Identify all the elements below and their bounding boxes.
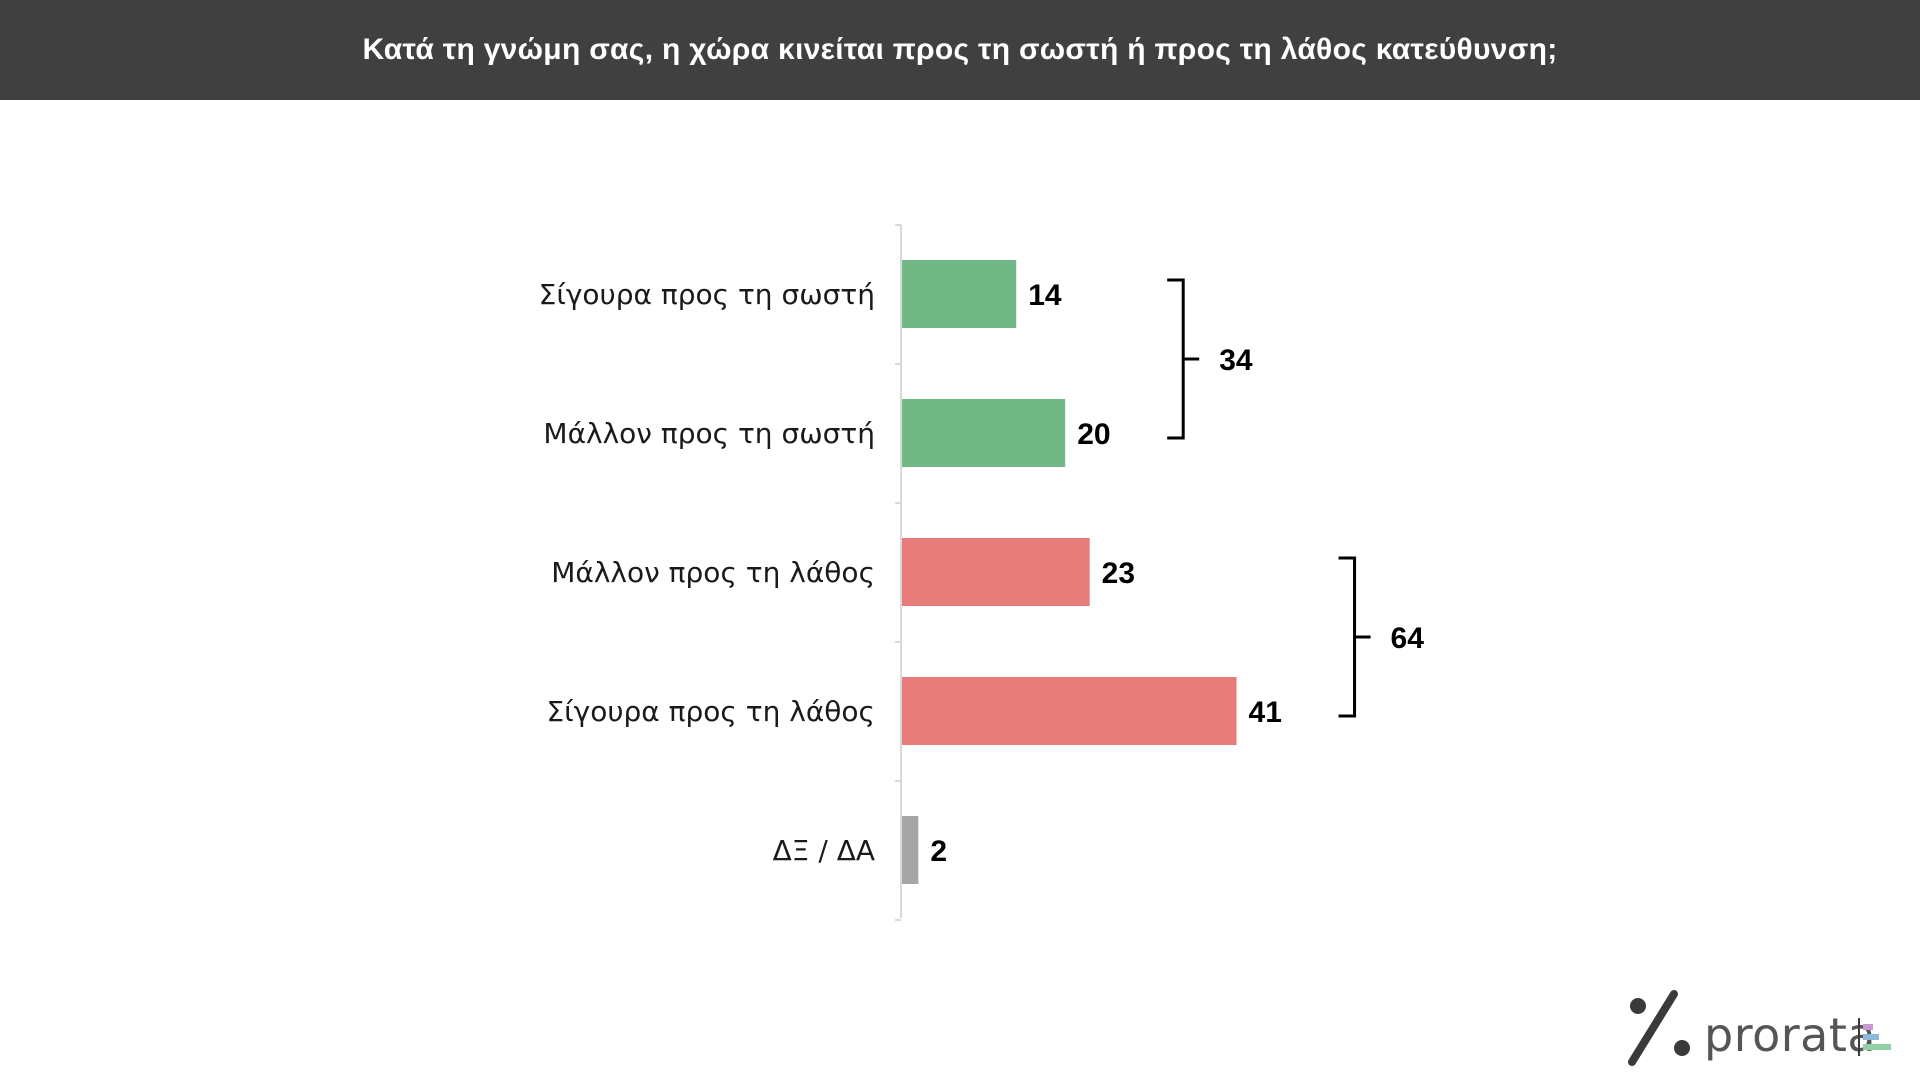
- logo-wordmark: prorata: [1704, 1008, 1877, 1062]
- bar: [902, 260, 1017, 328]
- bar-value-label: 41: [1249, 696, 1282, 729]
- bar-value-label: 2: [930, 835, 947, 868]
- bar-value-label: 20: [1077, 418, 1110, 451]
- percent-logo-icon: [1628, 990, 1690, 1066]
- category-label: Μάλλον προς τη λάθος: [551, 556, 875, 589]
- category-label: ΔΞ / ΔΑ: [773, 834, 875, 867]
- chart-title: Κατά τη γνώμη σας, η χώρα κινείται προς …: [362, 33, 1558, 66]
- category-label: Σίγουρα προς τη λάθος: [546, 695, 875, 728]
- bar: [902, 399, 1066, 467]
- group-total-label: 64: [1391, 622, 1425, 655]
- category-label: Μάλλον προς τη σωστή: [543, 417, 875, 450]
- bar: [902, 538, 1090, 606]
- group-total-label: 34: [1219, 344, 1253, 377]
- bar-value-label: 14: [1028, 279, 1062, 312]
- title-bar: Κατά τη γνώμη σας, η χώρα κινείται προς …: [0, 0, 1920, 100]
- prorata-logo: prorata: [1622, 990, 1892, 1070]
- logo-bars-icon: [1858, 1018, 1891, 1056]
- bar-value-label: 23: [1102, 557, 1135, 590]
- bar: [902, 677, 1237, 745]
- group-bracket: [1338, 556, 1371, 718]
- group-bracket: [1167, 278, 1200, 440]
- bar: [902, 816, 919, 884]
- category-label: Σίγουρα προς τη σωστή: [539, 278, 875, 311]
